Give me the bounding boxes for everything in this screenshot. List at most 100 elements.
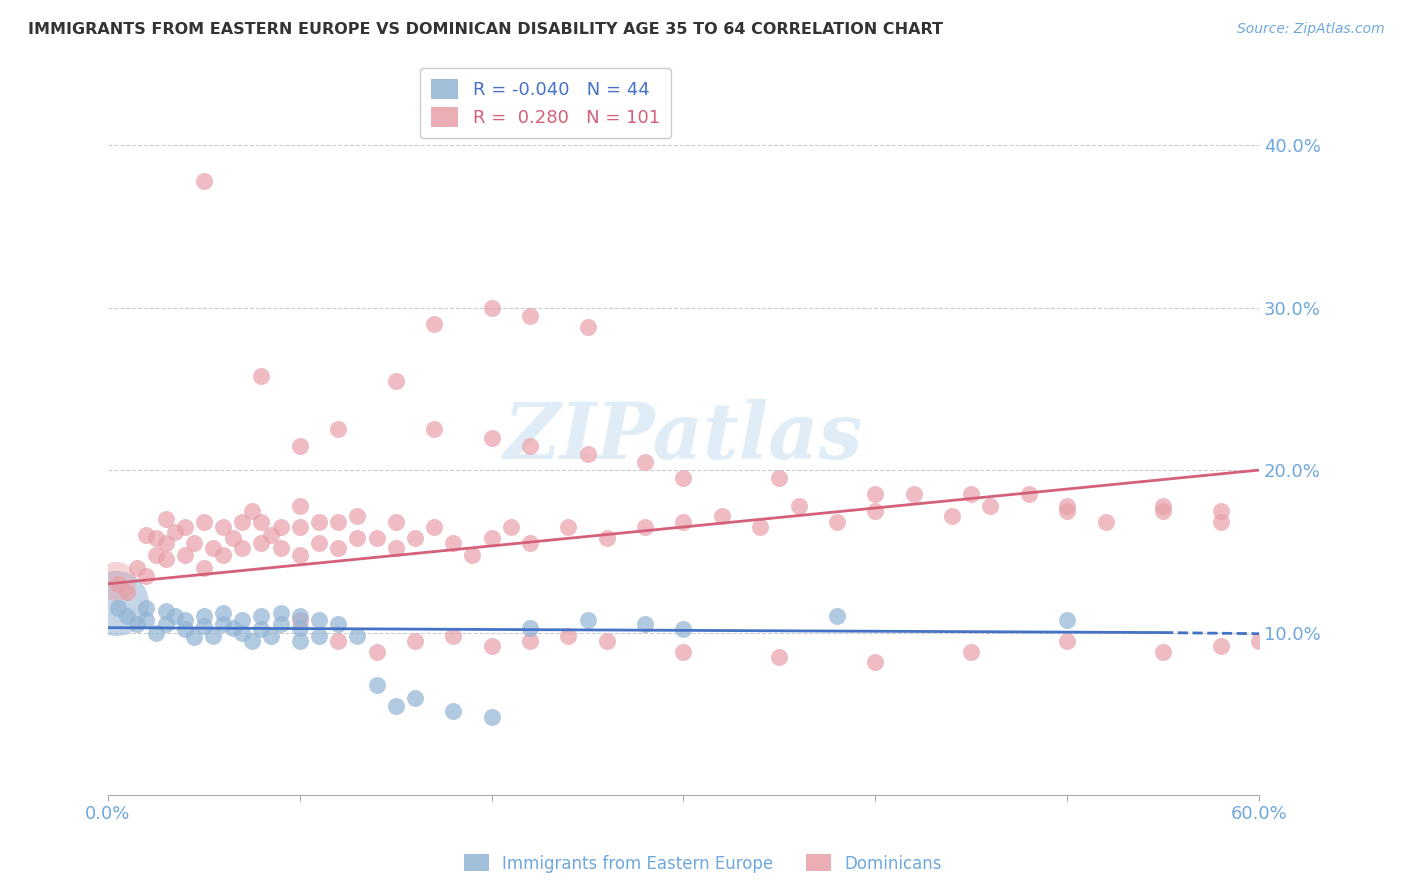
Point (183, 631, 205, 645)
Text: ZIPatlas: ZIPatlas (503, 400, 863, 475)
Point (1152, 645, 1174, 659)
Point (173, 613, 195, 627)
Point (270, 520, 292, 534)
Point (193, 560, 215, 574)
Point (1056, 633, 1078, 648)
Point (979, 499, 1001, 513)
Point (328, 422, 350, 436)
Text: IMMIGRANTS FROM EASTERN EUROPE VS DOMINICAN DISABILITY AGE 35 TO 64 CORRELATION : IMMIGRANTS FROM EASTERN EUROPE VS DOMINI… (28, 22, 943, 37)
Point (1209, 504, 1232, 518)
Point (404, 690, 426, 705)
Point (231, 515, 253, 529)
Point (115, 585, 138, 599)
Point (481, 532, 503, 546)
Point (202, 629, 225, 643)
Point (212, 606, 235, 620)
Point (155, 604, 177, 618)
Point (461, 548, 484, 562)
Point (250, 609, 273, 624)
Point (193, 174, 215, 188)
Point (672, 623, 695, 637)
Point (672, 515, 695, 529)
Point (557, 520, 579, 534)
Point (366, 532, 388, 546)
Point (481, 639, 503, 653)
Point (346, 532, 368, 546)
Point (193, 515, 215, 529)
Point (1209, 639, 1232, 653)
Point (231, 541, 253, 555)
Point (1056, 613, 1078, 627)
Point (1286, 625, 1309, 640)
Point (155, 552, 177, 566)
Point (423, 520, 446, 534)
Point (240, 504, 263, 518)
Point (231, 613, 253, 627)
Point (634, 455, 657, 469)
Point (125, 560, 148, 574)
Point (404, 633, 426, 648)
Point (221, 621, 243, 635)
Point (1094, 515, 1116, 529)
Point (308, 629, 330, 643)
Point (288, 520, 311, 534)
Point (384, 541, 406, 555)
Point (519, 536, 541, 550)
Point (183, 536, 205, 550)
Point (960, 645, 983, 659)
Legend: R = -0.040   N = 44, R =  0.280   N = 101: R = -0.040 N = 44, R = 0.280 N = 101 (420, 68, 671, 138)
Point (519, 633, 541, 648)
Point (221, 532, 243, 546)
Point (165, 609, 187, 624)
Point (155, 617, 177, 632)
Point (104, 596, 127, 610)
Point (288, 439, 311, 453)
Point (328, 617, 350, 632)
Point (250, 368, 273, 383)
Point (1209, 515, 1232, 529)
Point (288, 548, 311, 562)
Point (193, 619, 215, 633)
Point (557, 629, 579, 643)
Point (346, 508, 368, 523)
Point (107, 577, 129, 591)
Point (288, 609, 311, 624)
Point (634, 520, 657, 534)
Point (576, 320, 599, 334)
Point (212, 520, 235, 534)
Point (1018, 487, 1040, 501)
Point (288, 633, 311, 648)
Point (366, 645, 388, 659)
Point (481, 710, 503, 724)
Point (288, 499, 311, 513)
Point (212, 548, 235, 562)
Point (155, 536, 177, 550)
Point (308, 613, 330, 627)
Point (1247, 633, 1270, 648)
Point (125, 617, 148, 632)
Point (366, 677, 388, 691)
Point (941, 508, 963, 523)
Point (1056, 504, 1078, 518)
Point (308, 515, 330, 529)
Legend: Immigrants from Eastern Europe, Dominicans: Immigrants from Eastern Europe, Dominica… (457, 847, 949, 880)
Point (260, 629, 283, 643)
Point (710, 508, 733, 523)
Point (145, 548, 167, 562)
Point (441, 629, 464, 643)
Point (115, 609, 138, 624)
Point (634, 617, 657, 632)
Point (231, 625, 253, 640)
Point (1152, 504, 1174, 518)
Point (749, 520, 772, 534)
Text: Source: ZipAtlas.com: Source: ZipAtlas.com (1237, 22, 1385, 37)
Point (260, 528, 283, 542)
Point (212, 617, 235, 632)
Point (768, 471, 790, 485)
Point (308, 536, 330, 550)
Point (903, 487, 925, 501)
Point (328, 515, 350, 529)
Point (865, 504, 887, 518)
Point (1152, 499, 1174, 513)
Point (240, 633, 263, 648)
